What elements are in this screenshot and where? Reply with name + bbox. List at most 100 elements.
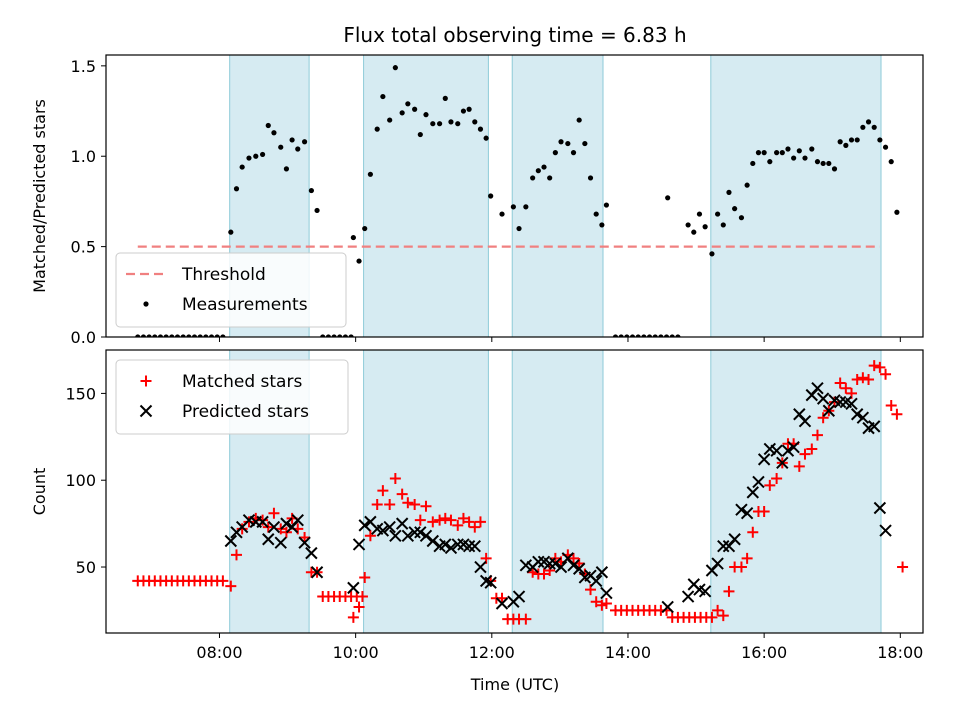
data-point [308,187,314,194]
data-point [530,175,536,181]
chart-title: Flux total observing time = 6.83 h [343,23,686,47]
series-predicted-stars [224,381,892,614]
data-point [806,443,818,455]
x-tick-label: 10:00 [333,643,379,662]
data-point [726,189,732,195]
data-point [811,429,823,441]
data-point [352,538,366,551]
data-point [663,334,670,337]
data-point [186,334,192,337]
data-point [163,334,169,337]
observing-window-band [512,55,604,337]
data-point [477,126,484,132]
data-point [565,140,571,147]
data-point [220,334,226,337]
legend-swatch [139,404,153,418]
data-point [495,597,509,610]
y-tick-label: 1.5 [71,57,96,76]
data-point [374,126,380,132]
data-point [720,222,726,228]
data-point [646,334,653,337]
data-point [826,160,832,167]
data-point [774,150,780,156]
data-point [776,456,789,470]
data-point [169,334,175,337]
data-point [350,234,356,241]
data-point [752,475,765,489]
data-point [278,144,284,150]
data-point [888,159,894,165]
data-point [274,536,287,549]
data-point [798,414,812,428]
data-point [140,334,147,337]
data-point [314,207,320,214]
data-point [696,211,703,217]
data-point [833,395,847,409]
data-point [897,561,909,573]
data-point [444,541,458,555]
data-point [262,533,275,546]
data-point [587,175,594,181]
data-point [582,140,588,147]
data-point [793,460,805,472]
plot-frame [105,349,924,634]
data-point [512,590,526,603]
legend-label: Predicted stars [182,402,309,422]
data-point [157,334,164,337]
data-point [822,404,836,417]
data-point [214,334,220,337]
data-point [389,529,402,542]
data-point [809,146,815,152]
data-point [755,150,762,156]
data-point [600,586,613,600]
legend-label: Threshold [181,265,266,285]
y-tick-label: 1.0 [71,147,96,166]
data-point [347,581,360,595]
plot-area [135,55,900,337]
data-point [558,139,564,145]
data-point [802,155,808,161]
data-point [437,121,443,127]
data-point [767,159,773,165]
data-point [746,486,759,499]
data-point [358,519,371,532]
data-point [359,571,371,583]
data-point [541,164,547,170]
data-point [348,334,354,337]
data-point [868,360,880,372]
data-point [427,516,439,528]
data-point [665,195,671,201]
data-point [799,448,811,460]
data-point [259,151,266,158]
data-point [180,334,186,337]
data-point [520,613,532,625]
data-point [877,137,883,143]
data-point [779,150,785,156]
data-point [652,334,658,337]
data-point [197,334,203,337]
data-point [685,222,691,228]
data-point [715,211,721,217]
data-point [709,251,715,257]
x-tick-label: 18:00 [877,643,923,662]
data-point [590,596,602,608]
data-point [600,597,612,609]
data-point [383,520,396,534]
data-point [225,580,237,592]
data-point [474,560,487,574]
data-point [402,497,414,509]
data-point [310,566,324,579]
data-point [744,182,750,188]
data-point [781,444,795,457]
data-point [568,552,580,564]
y-tick-label: 150 [65,384,96,403]
data-point [757,453,771,466]
data-point [850,408,864,421]
data-point [791,155,797,161]
data-point [549,557,562,570]
data-point [814,159,821,165]
legend-label: Measurements [182,295,308,315]
data-point [448,119,454,125]
data-point [854,137,860,143]
